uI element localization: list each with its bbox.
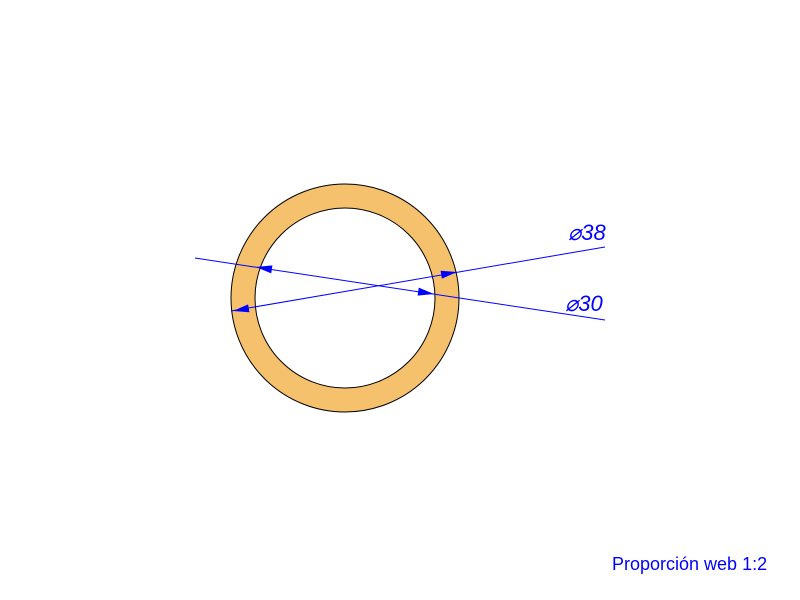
technical-drawing: ⌀38 ⌀30 Proporción web 1:2 [0, 0, 800, 600]
ring-annulus [231, 184, 459, 412]
scale-footer: Proporción web 1:2 [612, 554, 767, 574]
dimension-inner-label: ⌀30 [565, 291, 603, 316]
dimension-inner: ⌀30 [195, 258, 605, 320]
dimension-outer-label: ⌀38 [568, 220, 606, 245]
